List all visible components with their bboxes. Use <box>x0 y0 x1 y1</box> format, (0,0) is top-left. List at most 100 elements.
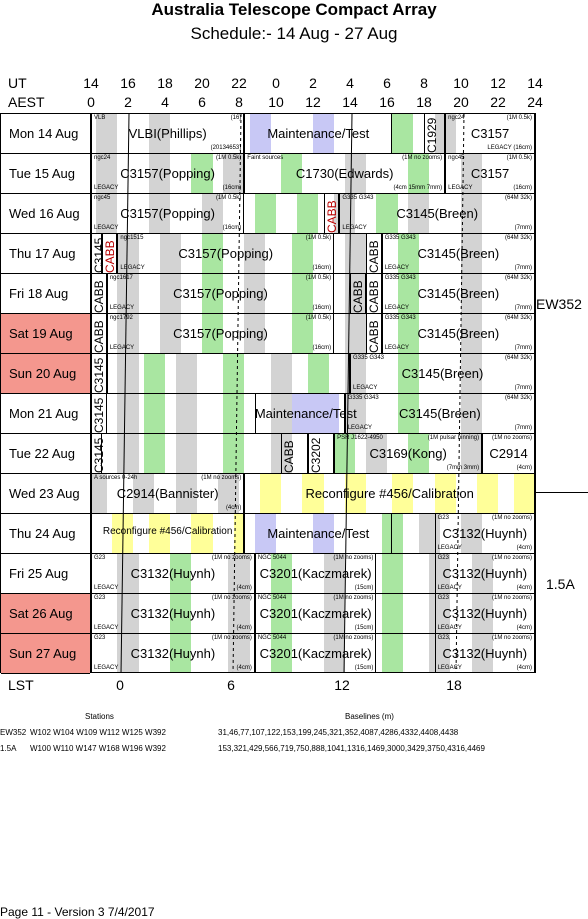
project-block <box>91 554 255 594</box>
day-label: Fri 18 Aug <box>1 274 90 314</box>
aest-tick: 24 <box>527 94 543 110</box>
day-label: Mon 21 Aug <box>1 394 90 434</box>
block-note: (16) <box>230 115 242 121</box>
block-note: (64M 32k) <box>504 395 532 401</box>
block-note: (15cm) <box>354 585 374 591</box>
ut-tick: 12 <box>490 75 506 91</box>
block-note: G335 G343 <box>384 275 416 281</box>
ut-tick: 14 <box>83 75 99 91</box>
grey-band <box>149 194 171 234</box>
project-title: C3145(Breen) <box>417 246 500 261</box>
block-note: (4cm) <box>516 625 532 631</box>
aest-tick: 18 <box>416 94 432 110</box>
footer-stations-1: W100 W110 W147 W168 W196 W392 <box>30 744 166 753</box>
project-title: Reconfigure #456/Calibration <box>305 486 474 501</box>
project-title: C3132(Huynh) <box>130 606 216 621</box>
ut-tick: 6 <box>383 75 391 91</box>
row-divider <box>91 153 535 154</box>
grey-band <box>159 314 181 354</box>
green-band <box>291 234 313 274</box>
block-note: (4cm) <box>225 505 242 511</box>
yellow-band <box>191 514 213 554</box>
block-note: G23 <box>437 555 449 561</box>
block-note: (64M 32k) <box>504 355 532 361</box>
block-note: (4cm) <box>236 625 252 631</box>
block-note: ngc1792 <box>109 315 133 321</box>
ut-tick: 14 <box>527 75 543 91</box>
yellow-band <box>302 474 324 514</box>
grey-band <box>461 514 483 554</box>
block-note: (7mm) <box>514 265 532 271</box>
block-note: (4cm 15mm 7mm) <box>393 185 443 191</box>
yellow-band <box>513 474 535 514</box>
grey-band <box>149 114 171 154</box>
green-band <box>202 274 224 314</box>
grey-band <box>96 154 118 194</box>
project-title: Maintenance/Test <box>267 126 370 141</box>
grey-band <box>175 434 197 474</box>
grey-band <box>270 354 292 394</box>
project-block <box>106 314 335 354</box>
yellow-band <box>434 474 456 514</box>
project-block <box>244 114 393 154</box>
block-note: (1M 0.5k) <box>215 195 242 201</box>
block-note: ngc1617 <box>109 275 133 281</box>
project-title: C3132(Huynh) <box>130 646 216 661</box>
grey-band <box>461 434 483 474</box>
block-note: LEGACY <box>353 385 378 391</box>
ut-tick: 2 <box>309 75 317 91</box>
grey-band <box>408 194 430 234</box>
grey-band <box>91 474 107 514</box>
block-note: (15cm) <box>354 665 374 671</box>
project-title: C3132(Huynh) <box>442 566 528 581</box>
row-divider <box>91 553 535 554</box>
project-block <box>91 274 107 314</box>
lst-tick: 0 <box>116 677 124 693</box>
block-note: (1M no zooms) <box>491 515 532 521</box>
grey-band <box>117 434 139 474</box>
lst-tick: 12 <box>334 677 350 693</box>
day-label: Thu 24 Aug <box>1 514 90 554</box>
aest-tick: 16 <box>379 94 395 110</box>
green-band <box>408 434 430 474</box>
project-block <box>434 634 535 672</box>
green-band <box>170 634 192 672</box>
grey-band <box>461 354 483 394</box>
day-column: Mon 14 Aug Tue 15 Aug Wed 16 Aug Thu 17 Aug… <box>0 113 90 674</box>
block-note: (1M 0.5k) <box>305 235 332 241</box>
block-note: ngc1515 <box>120 235 144 241</box>
grey-band <box>461 394 483 434</box>
block-note: (20134653) <box>210 145 242 151</box>
grey-band <box>117 274 139 314</box>
block-note: (1M no zooms) <box>491 555 532 561</box>
footer-stations-0: W102 W104 W109 W112 W125 W392 <box>30 728 166 737</box>
grey-band <box>117 314 139 354</box>
project-block <box>106 274 335 314</box>
project-block <box>91 474 245 514</box>
row-divider <box>91 353 535 354</box>
ut-tick: 16 <box>120 75 136 91</box>
project-block <box>434 514 535 554</box>
block-note: (16cm) <box>312 305 332 311</box>
block-note: (1M 0.5k) <box>215 155 242 161</box>
project-title: C3157 <box>470 126 510 141</box>
grey-band <box>117 594 139 634</box>
project-block <box>244 514 393 554</box>
blue-band <box>313 514 335 554</box>
ut-tick: 0 <box>272 75 280 91</box>
green-band <box>397 394 419 434</box>
grey-band <box>96 194 118 234</box>
schedule-grid: VLBI(Phillips) VLB (16) (20134653) Maintenan… <box>90 113 536 673</box>
grey-band <box>217 474 239 514</box>
project-block <box>254 634 377 672</box>
block-note: LEGACY <box>384 345 410 351</box>
project-block <box>244 474 535 514</box>
green-band <box>334 434 356 474</box>
block-note: NGC 5044 <box>257 595 287 601</box>
project-block <box>91 634 255 672</box>
aest-tick: 10 <box>268 94 284 110</box>
block-note: LEGACY <box>94 185 119 191</box>
block-note: ngc24 <box>448 115 465 121</box>
block-note: (64M 32k) <box>504 235 532 241</box>
project-title: Maintenance/Test <box>267 526 370 541</box>
